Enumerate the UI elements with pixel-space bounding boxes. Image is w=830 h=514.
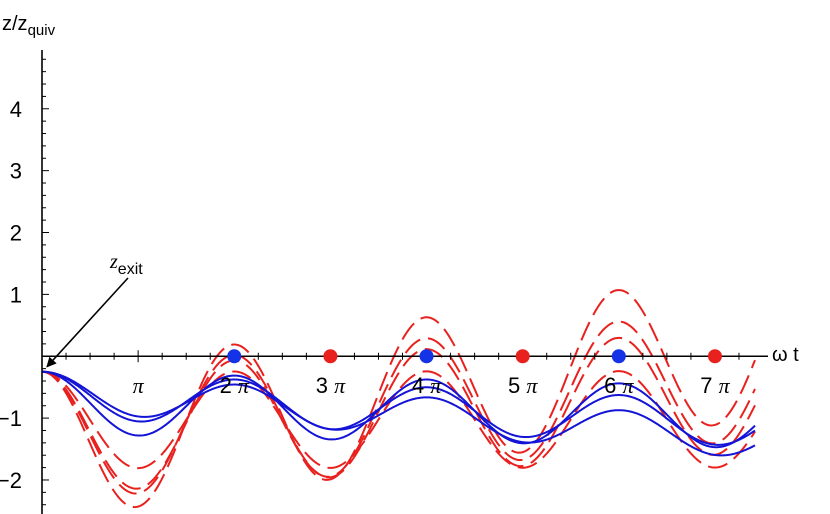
x-tick-label: 4 π bbox=[412, 373, 442, 398]
crossing-point bbox=[323, 349, 338, 364]
exit-label: zexit bbox=[109, 251, 143, 278]
x-tick-label: 6 π bbox=[604, 373, 634, 398]
y-tick-label: 4 bbox=[10, 97, 22, 122]
crossing-point bbox=[227, 349, 242, 364]
z-exit-annotation: zexit bbox=[46, 251, 143, 368]
y-tick-label: −2 bbox=[0, 468, 22, 493]
axes-layer bbox=[41, 50, 768, 514]
dashed-curve-0 bbox=[41, 289, 756, 509]
solid-curve-4 bbox=[41, 370, 756, 449]
y-tick-label: 2 bbox=[10, 221, 22, 246]
y-tick-label: −1 bbox=[0, 406, 22, 431]
crossing-point bbox=[419, 349, 434, 364]
crossing-point bbox=[515, 349, 530, 364]
crossing-point bbox=[611, 349, 626, 364]
x-tick-label: 3 π bbox=[316, 373, 346, 398]
dashed-curve-2 bbox=[41, 336, 756, 490]
crossing-point bbox=[707, 349, 722, 364]
dashed-curve-1 bbox=[41, 320, 756, 495]
x-tick-label: 5 π bbox=[508, 373, 538, 398]
y-tick-label: 3 bbox=[10, 159, 22, 184]
x-tick-label: π bbox=[133, 373, 145, 398]
y-axis-title: z/zquiv bbox=[2, 13, 56, 39]
ticks-layer: π 2 π 3 π 4 π 5 π 6 π 7 π −2 −1 1 2 3 4 bbox=[0, 58, 740, 506]
x-tick-label: 7 π bbox=[700, 373, 730, 398]
x-tick-label: 2 π bbox=[220, 373, 250, 398]
series-layer bbox=[41, 289, 756, 509]
exit-arrow bbox=[46, 277, 129, 368]
solid-curve-6 bbox=[41, 370, 756, 457]
y-tick-label: 1 bbox=[10, 282, 22, 307]
solid-curve-5 bbox=[41, 370, 756, 446]
points-layer bbox=[227, 349, 722, 364]
x-axis-title: ω t bbox=[772, 344, 799, 366]
